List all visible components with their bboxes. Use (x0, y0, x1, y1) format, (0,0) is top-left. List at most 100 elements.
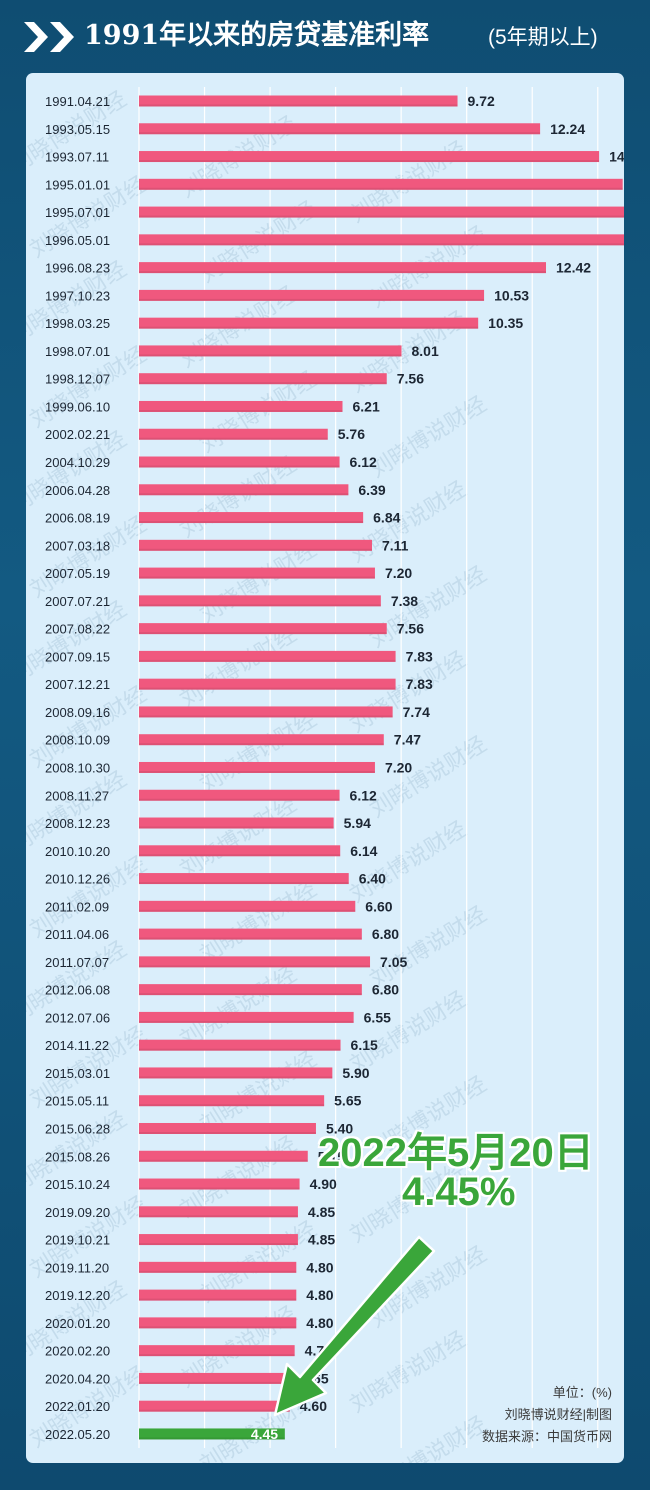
category-label: 2014.11.22 (45, 1038, 109, 1053)
bar (139, 400, 343, 412)
value-label: 14.04 (609, 149, 624, 165)
value-label: 6.80 (372, 926, 399, 942)
value-label: 5.94 (344, 815, 371, 831)
category-label: 2008.12.23 (45, 816, 110, 831)
value-label: 4.85 (308, 1204, 335, 1220)
category-label: 1995.01.01 (45, 177, 110, 192)
page-title: 1991年以来的房贷基准利率 (84, 20, 430, 51)
bar-shadow (139, 243, 624, 246)
bar (139, 734, 384, 746)
bar-shadow (139, 160, 600, 163)
bar (139, 595, 381, 607)
category-label: 2015.05.11 (45, 1094, 109, 1109)
bar-shadow (139, 576, 375, 579)
page-subtitle: (5年期以上) (488, 26, 598, 49)
value-label: 4.80 (306, 1287, 333, 1303)
category-label: 2007.09.15 (45, 649, 110, 664)
bar (139, 1372, 292, 1384)
bar-shadow (139, 493, 349, 496)
category-label: 2015.10.24 (45, 1177, 110, 1192)
category-label: 2022.05.20 (45, 1427, 110, 1442)
category-label: 2002.02.21 (45, 427, 110, 442)
value-label: 6.55 (364, 1009, 391, 1025)
bar-shadow (139, 826, 334, 829)
watermark-text: 刘晓博说财经 (176, 962, 301, 1053)
bar-shadow (139, 743, 384, 746)
bar (139, 373, 387, 385)
value-label: 4.85 (308, 1232, 335, 1248)
value-label: 5.40 (326, 1120, 353, 1136)
bar-shadow (139, 354, 402, 357)
bar (139, 317, 479, 329)
category-label: 1998.12.07 (45, 372, 110, 387)
bar-shadow (139, 465, 340, 468)
category-label: 1998.07.01 (45, 344, 110, 359)
bar-shadow (139, 1326, 297, 1329)
header: 1991年以来的房贷基准利率 (5年期以上) (0, 0, 650, 72)
callout-arrow (273, 1235, 436, 1417)
category-label: 2012.06.08 (45, 983, 110, 998)
value-label: 7.74 (403, 704, 430, 720)
category-label: 2015.06.28 (45, 1121, 110, 1136)
value-label: 5.76 (338, 426, 365, 442)
bar-shadow (139, 965, 371, 968)
value-label: 6.15 (351, 1037, 378, 1053)
value-label: 5.65 (334, 1093, 361, 1109)
category-label: 2007.07.21 (45, 594, 110, 609)
value-label: 6.39 (358, 482, 385, 498)
value-label: 12.24 (550, 121, 585, 137)
watermark-text: 刘晓博说财经 (196, 877, 321, 968)
bar (139, 428, 328, 440)
bar (139, 873, 349, 885)
bar (139, 567, 375, 579)
value-label: 7.20 (385, 565, 412, 581)
bar (139, 1122, 316, 1134)
value-label: 9.72 (468, 93, 495, 109)
bar (139, 1150, 308, 1162)
value-label: 6.84 (373, 510, 400, 526)
watermark-text: 刘晓博说财经 (176, 622, 301, 713)
bar (139, 984, 362, 996)
value-label: 6.12 (350, 787, 377, 803)
bar-shadow (139, 1215, 298, 1218)
watermark-text: 刘晓博说财经 (366, 902, 491, 993)
watermark-text: 刘晓博说财经 (196, 707, 321, 798)
bar-shadow (139, 798, 340, 801)
category-label: 2010.10.20 (45, 844, 110, 859)
credit-note: 刘晓博说财经|制图 (504, 1407, 612, 1422)
bar-shadow (139, 298, 485, 301)
category-label: 2011.02.09 (45, 899, 109, 914)
bar-shadow (139, 659, 396, 662)
category-label: 1993.07.11 (45, 150, 109, 165)
value-label: 7.47 (394, 732, 421, 748)
category-label: 2015.03.01 (45, 1066, 110, 1081)
callout-rate: 4.45% (402, 1170, 516, 1214)
bar (139, 956, 371, 968)
value-label: 6.21 (353, 398, 380, 414)
bar (139, 1095, 325, 1107)
bar-shadow (139, 521, 364, 524)
category-label: 1996.05.01 (45, 233, 110, 248)
bar (139, 1011, 354, 1023)
bar-shadow (139, 993, 362, 996)
category-label: 1997.10.23 (45, 288, 110, 303)
watermark-text: 刘晓博说财经 (366, 732, 491, 823)
bar (139, 178, 623, 190)
bar-shadow (139, 1354, 295, 1357)
watermark-text: 刘晓博说财经 (26, 682, 151, 773)
category-label: 2022.01.20 (45, 1399, 110, 1414)
bar-shadow (139, 854, 341, 857)
value-label: 4.45 (251, 1426, 278, 1442)
bar (139, 1345, 295, 1357)
bar (139, 289, 485, 301)
bar (139, 928, 362, 940)
bar-shadow (139, 1048, 341, 1051)
bar (139, 1067, 333, 1079)
bar-shadow (139, 1159, 308, 1162)
bar (139, 650, 396, 662)
bar-shadow (139, 882, 349, 885)
bar-shadow (139, 1131, 316, 1134)
value-label: 4.80 (306, 1315, 333, 1331)
watermark-text: 刘晓博说财经 (366, 392, 491, 483)
